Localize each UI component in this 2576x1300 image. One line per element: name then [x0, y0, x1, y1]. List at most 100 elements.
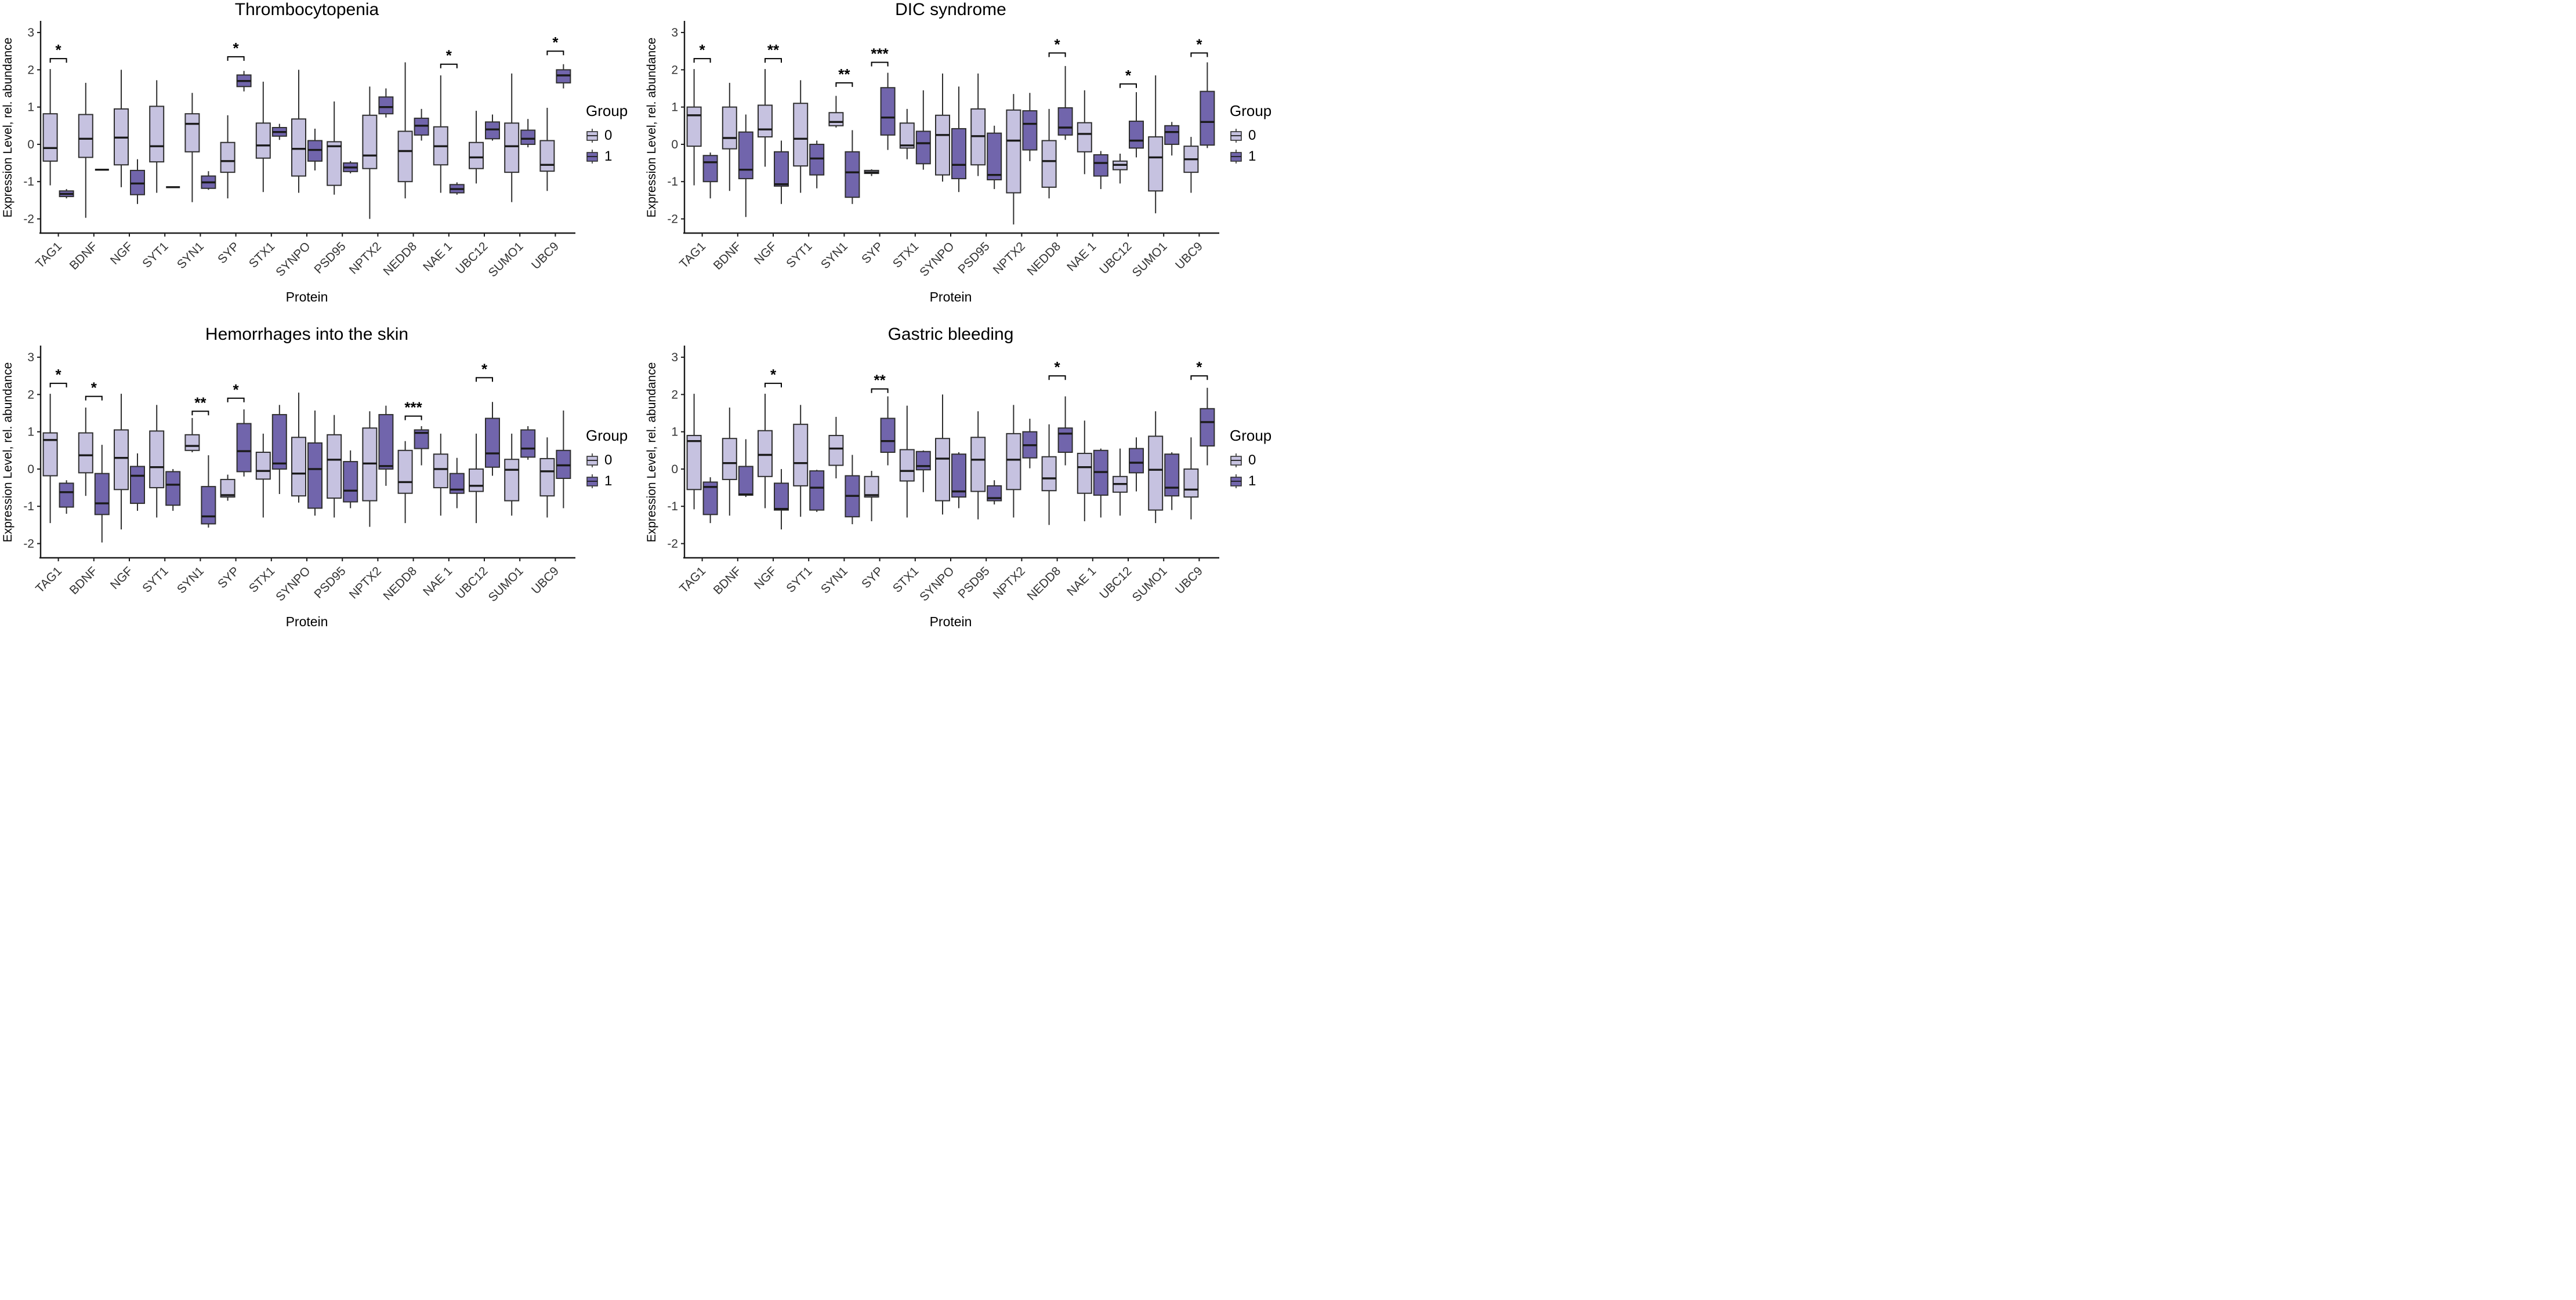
synpo-group1-box-iqr-box — [951, 128, 966, 180]
x-tick-label-nedd8: NEDD8 — [1025, 564, 1064, 603]
x-tick-label-sumo1: SUMO1 — [486, 564, 526, 604]
synpo-group1-box — [307, 411, 323, 516]
x-axis-title: Protein — [286, 614, 328, 629]
tag1-group0-box-iqr-box — [686, 435, 702, 491]
panel-title: Hemorrhages into the skin — [205, 325, 408, 344]
y-axis-title: Expression Level, rel. abundance — [645, 38, 658, 218]
x-tick-label-nedd8: NEDD8 — [381, 564, 420, 603]
tag1-significance-bracket — [49, 383, 67, 388]
x-tick-label-stx1: STX1 — [247, 564, 277, 595]
ngf-group0-box-iqr-box — [114, 429, 129, 491]
tag1-group0-box-iqr-box — [686, 106, 702, 147]
synpo-group0-box — [935, 73, 950, 182]
ubc12-significance: * — [1119, 67, 1137, 88]
ubc9-group0-box — [1183, 137, 1199, 193]
x-tick-label-sumo1: SUMO1 — [1130, 239, 1170, 279]
psd95-group1-box-iqr-box — [987, 132, 1002, 180]
panel-hemorrhages-into-the-skin: Hemorrhages into the skin 3 2 1 0 -1 -2 Express… — [0, 325, 644, 649]
syn1-group0-box-iqr-box — [828, 435, 844, 466]
x-tick-label-bdnf: BDNF — [67, 239, 100, 273]
sumo1-group0-box-iqr-box — [504, 122, 520, 173]
tag1-significance-stars: * — [56, 366, 62, 383]
bdnf-group0-box — [722, 407, 737, 516]
sumo1-group1-box — [1164, 452, 1180, 510]
tag1-significance: * — [49, 366, 67, 388]
synpo-group1-box-iqr-box — [307, 442, 323, 509]
stx1-group0-box-iqr-box — [899, 122, 915, 149]
x-tick-label-nptx2: NPTX2 — [991, 564, 1028, 601]
nae1-group0-box — [1077, 420, 1092, 521]
legend-title: Group — [586, 427, 628, 444]
syt1-group0-box — [793, 405, 809, 517]
y-tick-label: 2 — [671, 63, 678, 77]
stx1-group0-box-iqr-box — [255, 452, 271, 480]
synpo-group0-box — [935, 394, 950, 515]
boxplot-chart: DIC syndrome 3 2 1 0 -1 -2 Expression Level, re… — [645, 0, 1271, 304]
psd95-group0-box — [327, 101, 342, 195]
x-tick-label-ubc12: UBC12 — [453, 564, 490, 601]
ubc12-group1-box-iqr-box — [485, 417, 500, 468]
x-tick-label-syp: SYP — [859, 564, 886, 591]
ubc9-significance-stars: * — [1196, 35, 1202, 53]
bdnf-group1-box — [738, 439, 753, 498]
y-tick-label: 3 — [27, 351, 34, 364]
bdnf-group0-box — [722, 82, 737, 191]
tag1-significance-bracket — [693, 58, 711, 63]
ngf-significance-bracket — [765, 383, 782, 388]
nae1-group1-box — [1093, 151, 1108, 190]
nae1-significance-stars: * — [446, 47, 452, 64]
x-tick-label-stx1: STX1 — [890, 239, 921, 270]
legend-key-group1: 1 — [586, 473, 612, 489]
x-tick-label-syt1: SYT1 — [140, 564, 171, 595]
y-tick-label: 1 — [27, 426, 34, 439]
legend-label-1: 1 — [604, 473, 612, 489]
ubc9-significance-bracket — [1190, 375, 1208, 380]
psd95-group1-box — [343, 450, 358, 509]
x-tick-label-tag1: TAG1 — [33, 564, 64, 595]
x-tick-label-ubc9: UBC9 — [1173, 564, 1205, 597]
x-tick-label-nptx2: NPTX2 — [991, 239, 1028, 277]
tag1-significance-stars: * — [56, 41, 62, 59]
panel-title: Thrombocytopenia — [235, 0, 379, 19]
x-tick-label-ubc12: UBC12 — [453, 239, 490, 277]
syn1-group1-box-iqr-box — [845, 151, 860, 198]
syp-group0-box-iqr-box — [864, 475, 879, 498]
ubc9-group0-box-iqr-box — [539, 457, 555, 497]
panel-thrombocytopenia: Thrombocytopenia 3 2 1 0 -1 -2 Expression Level… — [0, 0, 644, 325]
nae1-group0-box — [1077, 90, 1092, 175]
ubc12-significance-stars: * — [1125, 67, 1132, 84]
ubc9-group0-box — [1183, 437, 1199, 520]
ubc12-significance-stars: * — [481, 360, 488, 377]
y-tick-label: 2 — [671, 388, 678, 401]
x-tick-label-nedd8: NEDD8 — [381, 239, 420, 278]
x-tick-label-psd95: PSD95 — [955, 239, 992, 276]
psd95-group1-box — [343, 161, 358, 174]
ubc12-group0-box — [469, 433, 484, 524]
syp-significance-stars: *** — [871, 45, 889, 63]
nae1-group1-box-iqr-box — [1093, 154, 1108, 177]
psd95-group1-box — [987, 480, 1002, 504]
x-tick-label-ubc12: UBC12 — [1097, 564, 1134, 601]
ngf-group0-box — [758, 394, 773, 509]
ubc9-group1-box — [1200, 62, 1215, 148]
legend-label-1: 1 — [1248, 148, 1256, 164]
x-tick-label-tag1: TAG1 — [677, 564, 708, 595]
figure-grid: Thrombocytopenia 3 2 1 0 -1 -2 Expression Level… — [0, 0, 1288, 650]
ubc9-significance-stars: * — [552, 34, 559, 51]
synpo-group1-box — [951, 86, 966, 193]
ngf-significance-stars: ** — [767, 41, 780, 59]
stx1-group1-box — [271, 405, 287, 494]
ngf-group1-box-iqr-box — [130, 466, 145, 504]
syp-group1-box — [880, 396, 896, 466]
nedd8-group1-box-iqr-box — [1057, 427, 1073, 453]
nptx2-group0-box-iqr-box — [1006, 433, 1021, 491]
nae1-group1-box — [449, 457, 465, 509]
sumo1-group1-box-iqr-box — [520, 429, 536, 458]
ubc9-group1-box-iqr-box — [1200, 90, 1215, 146]
tag1-group1-box — [59, 480, 74, 514]
syn1-group1-box — [201, 171, 216, 190]
x-tick-label-psd95: PSD95 — [955, 564, 992, 601]
nedd8-group0-box-iqr-box — [397, 130, 413, 183]
tag1-group1-box — [702, 152, 718, 199]
syn1-group1-box — [201, 455, 216, 528]
